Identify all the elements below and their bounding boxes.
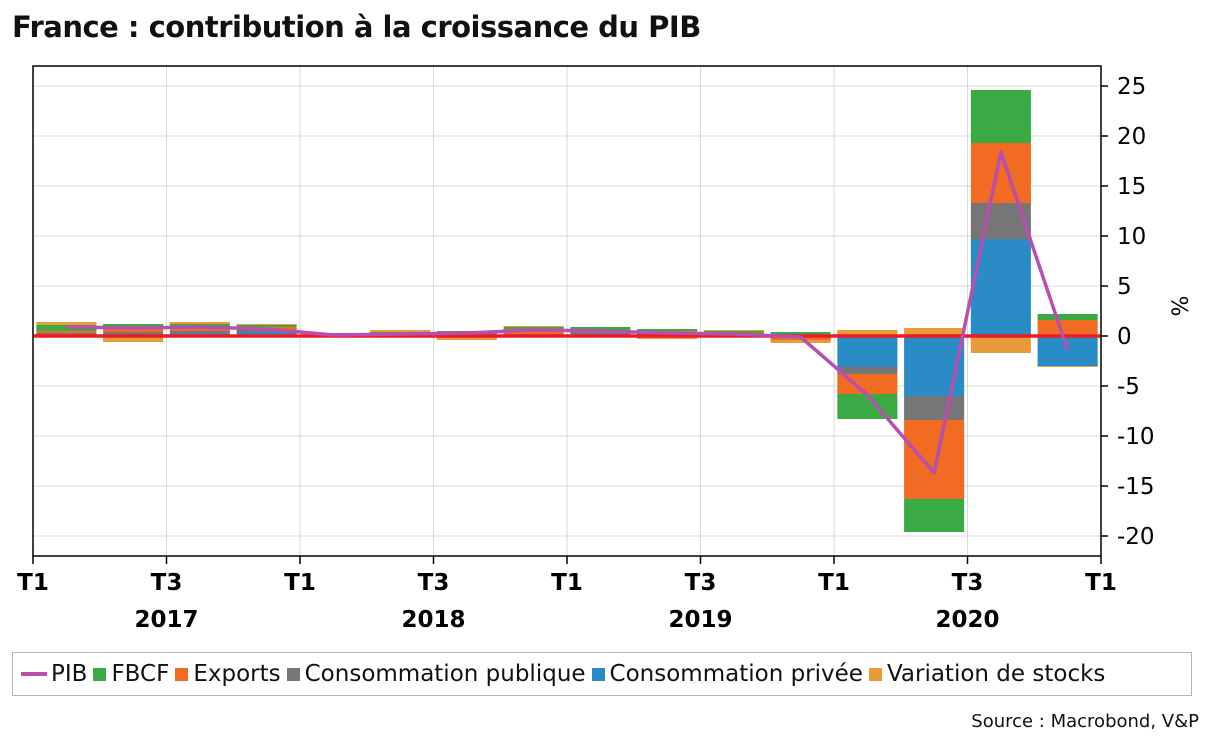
bar-fbcf-8 [570,327,631,330]
bar-consommation-publique-1 [103,332,164,334]
x-tick-label: T3 [952,570,984,596]
legend-swatch [591,667,605,681]
y-tick-label: 0 [1117,324,1132,350]
y-tick-label: -15 [1117,474,1155,500]
y-tick-label: 15 [1117,174,1146,200]
x-year-label: 2020 [935,607,999,633]
bar-consommation-publique-3 [236,330,297,332]
bar-fbcf-14 [970,90,1031,143]
bar-variation-de-stocks-1 [103,336,164,342]
x-year-label: 2017 [134,607,198,633]
x-tick-label: T1 [551,570,583,596]
legend-label: PIB [51,661,88,687]
x-tick-label: T3 [418,570,450,596]
bar-fbcf-11 [770,332,831,334]
bar-exports-0 [36,331,97,333]
legend-swatch [286,667,300,681]
y-tick-label: -20 [1117,524,1155,550]
legend-swatch [175,667,189,681]
bar-fbcf-9 [637,329,698,331]
legend-swatch [21,672,47,676]
bar-consommation-publique-2 [169,331,230,333]
bar-consommation-priv-e-3 [236,332,297,336]
y-axis-label: % [1169,296,1194,317]
source-note: Source : Macrobond, V&P [971,711,1199,732]
bar-exports-13 [904,420,965,499]
x-tick-label: T1 [1085,570,1117,596]
bar-fbcf-15 [1037,314,1098,320]
bar-variation-de-stocks-0 [36,322,97,325]
bar-exports-12 [837,374,898,394]
bar-fbcf-10 [703,331,764,333]
bar-consommation-publique-14 [970,203,1031,239]
bar-consommation-priv-e-13 [904,336,965,396]
bar-fbcf-1 [103,324,164,326]
bar-consommation-priv-e-12 [837,336,898,367]
x-year-label: 2018 [401,607,465,633]
y-tick-label: 25 [1117,74,1146,100]
x-tick-label: T3 [151,570,183,596]
legend-item-pib: PIB [21,661,87,687]
bar-fbcf-7 [503,327,564,329]
bar-exports-2 [169,327,230,331]
legend-item-exports: Exports [175,661,281,687]
x-tick-label: T1 [17,570,49,596]
y-axis: 25 20 15 10 5 0 -5 -10 -15 -20 [1101,74,1155,550]
pib-line [66,150,1070,475]
legend-label: Consommation publique [304,661,586,687]
x-year-label: 2019 [668,607,732,633]
bar-consommation-publique-13 [904,396,965,420]
x-tick-label: T1 [284,570,316,596]
bar-fbcf-13 [904,499,965,532]
legend-label: FBCF [111,661,170,687]
legend-label: Consommation privée [609,661,863,687]
bar-variation-de-stocks-5 [370,330,431,332]
x-tick-label: T1 [818,570,850,596]
legend-swatch [93,667,107,681]
bar-fbcf-12 [837,394,898,419]
legend: PIB FBCF Exports Consommation publique Conso… [12,652,1192,696]
bar-consommation-publique-12 [837,367,898,374]
bar-variation-de-stocks-3 [236,324,297,325]
bar-consommation-publique-8 [570,332,631,334]
chart-title: France : contribution à la croissance du… [12,10,701,44]
y-tick-label: -5 [1117,374,1140,400]
bar-variation-de-stocks-15 [1037,366,1098,367]
bar-variation-de-stocks-6 [436,336,497,340]
bar-consommation-publique-0 [36,333,97,335]
legend-item-variation-de-stocks: Variation de stocks [868,661,1106,687]
bar-fbcf-0 [36,325,97,331]
legend-swatch [868,667,882,681]
bar-variation-de-stocks-13 [904,328,965,336]
y-tick-label: 10 [1117,224,1146,250]
bar-exports-15 [1037,320,1098,335]
legend-item-fbcf: FBCF [93,661,169,687]
bar-variation-de-stocks-7 [503,326,564,327]
bar-variation-de-stocks-2 [169,322,230,324]
legend-item-consommation-priv-e: Consommation privée [591,661,863,687]
bar-consommation-priv-e-15 [1037,336,1098,366]
legend-label: Exports [193,661,281,687]
legend-label: Variation de stocks [886,661,1106,687]
bar-variation-de-stocks-10 [703,330,764,331]
x-tick-label: T3 [685,570,717,596]
bar-variation-de-stocks-11 [770,340,831,343]
bar-variation-de-stocks-12 [837,330,898,336]
y-tick-label: 20 [1117,124,1146,150]
x-axis: T1 T3 T1 T3 T1 T3 T1 T3 T1 2017 2018 2019 2020 [17,556,1117,633]
bar-fbcf-3 [236,325,297,327]
y-tick-label: -10 [1117,424,1155,450]
legend-item-consommation-publique: Consommation publique [286,661,586,687]
y-tick-label: 5 [1117,274,1132,300]
bar-variation-de-stocks-14 [970,336,1031,353]
